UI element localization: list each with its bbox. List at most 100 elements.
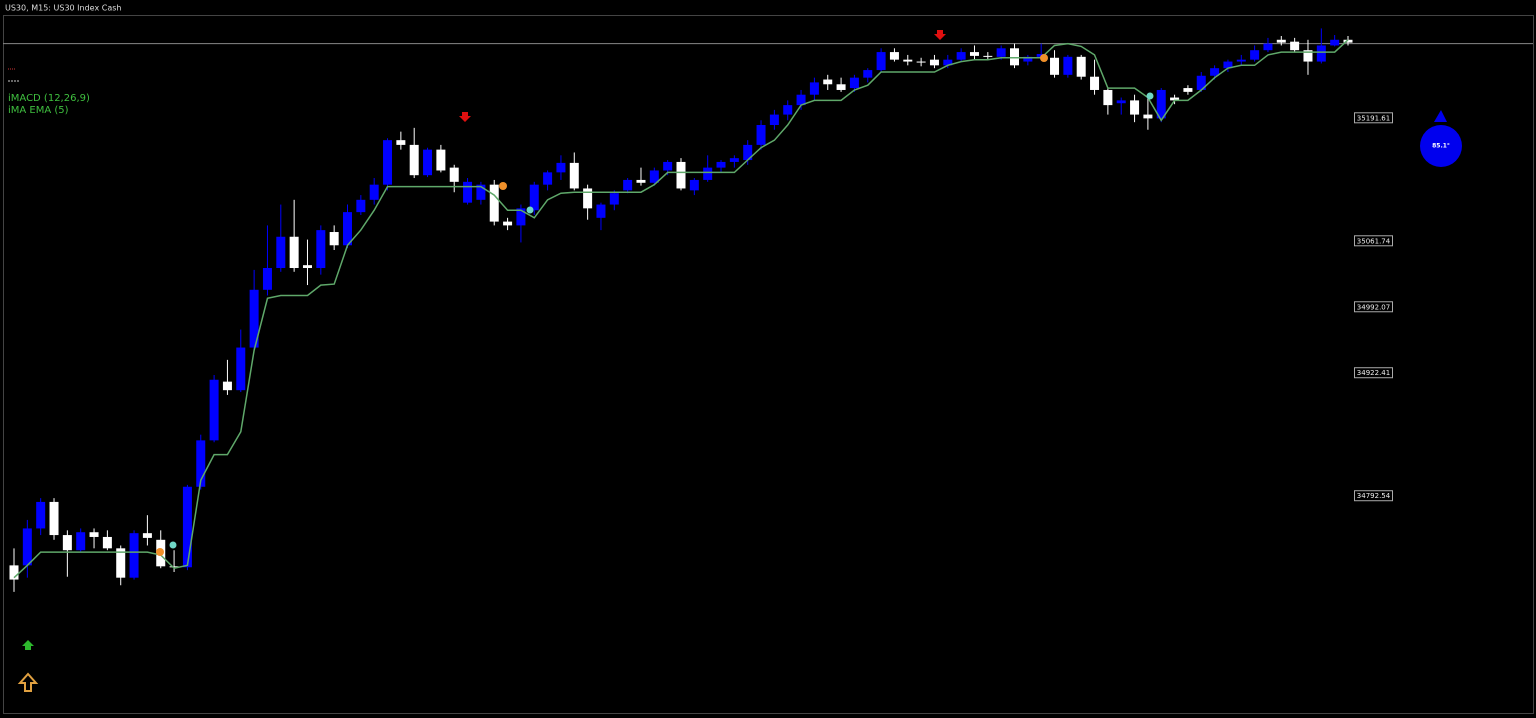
candle-body <box>1023 56 1033 62</box>
candle-body <box>1210 68 1220 76</box>
signal-arrow <box>459 30 946 122</box>
candle-body <box>809 82 819 95</box>
candle-body <box>236 347 246 391</box>
candle-body <box>302 265 312 269</box>
candle-body <box>76 532 86 551</box>
price-label: 34992.07 <box>1357 303 1390 311</box>
candle-body <box>1276 39 1286 43</box>
candle-body <box>1130 100 1140 115</box>
candle-body <box>169 566 179 568</box>
candle-body <box>409 144 419 176</box>
candle-body <box>356 199 366 213</box>
candle-body <box>449 167 459 182</box>
candle-body <box>836 84 846 90</box>
candle-body <box>182 486 192 568</box>
candle-body <box>516 208 526 226</box>
badge-pointer <box>1434 110 1447 122</box>
signal-dots <box>156 54 1154 556</box>
price-label: 34922.41 <box>1357 369 1390 377</box>
candle-body <box>89 532 99 537</box>
candle-body <box>569 162 579 189</box>
signal-arrow <box>22 640 34 650</box>
candle-body <box>129 533 139 578</box>
candle-body <box>609 193 619 205</box>
candle-body <box>1330 39 1340 46</box>
candle-body <box>196 440 206 487</box>
candle-body <box>676 161 686 189</box>
candle-body <box>36 501 46 529</box>
candle-body <box>489 184 499 222</box>
candle-body <box>503 221 513 226</box>
price-label-box <box>1354 367 1393 379</box>
candle-body <box>596 204 606 218</box>
candle-body <box>996 48 1006 57</box>
price-label-box <box>1354 235 1393 247</box>
candle-body <box>436 149 446 171</box>
candle-body <box>823 79 833 85</box>
candle-body <box>249 289 259 348</box>
signal-arrow <box>17 672 39 692</box>
candle-body <box>703 167 713 180</box>
candle-body <box>1250 50 1260 60</box>
badge-text: 85.1° <box>1432 143 1450 150</box>
price-label: 35061.74 <box>1357 237 1391 245</box>
candle-body <box>343 212 352 246</box>
price-label-box <box>1354 112 1393 124</box>
candle-body <box>1196 75 1206 90</box>
candle-body <box>916 61 926 63</box>
candle-body <box>1263 43 1273 51</box>
candle-body <box>663 161 673 171</box>
candle-body <box>689 179 699 191</box>
candle-body <box>22 528 32 566</box>
candle-body <box>796 94 806 106</box>
badge <box>1420 125 1462 167</box>
indicator-label: iMA EMA (5) <box>8 105 69 116</box>
candle-body <box>969 52 979 56</box>
candle-body <box>1343 39 1353 43</box>
candle-body <box>476 184 486 200</box>
candle-body <box>1170 97 1180 101</box>
candle-body <box>329 232 339 246</box>
candle-body <box>716 161 726 168</box>
candle-body <box>636 179 646 183</box>
candle-body <box>1050 57 1060 75</box>
candle-body <box>756 125 766 145</box>
candle-body <box>729 158 739 162</box>
price-label-box <box>1354 301 1393 313</box>
candle-body <box>903 59 913 62</box>
candle-body <box>743 144 753 161</box>
candle-body <box>62 535 72 551</box>
chart-title: US30, M15: US30 Index Cash <box>5 4 121 13</box>
candle-body <box>863 70 873 78</box>
candle-body <box>396 140 406 145</box>
plot-frame <box>3 15 1534 714</box>
price-label: 35191.61 <box>1357 114 1390 122</box>
candle-body <box>769 114 779 126</box>
candle-body <box>1116 100 1126 104</box>
candle-body <box>262 268 272 290</box>
candle-body <box>556 162 566 173</box>
candle-body <box>116 548 126 578</box>
candle-body <box>1010 48 1019 66</box>
price-label: 34792.54 <box>1357 492 1391 500</box>
candle-body <box>316 230 326 269</box>
candle-body <box>423 149 433 176</box>
candle-body <box>1236 59 1246 62</box>
plot: 35191.61 35061.74 34992.07 34922.41 34792.54 <box>3 28 1533 592</box>
candle-body <box>983 55 993 57</box>
candle-body <box>649 170 659 183</box>
candle-body <box>1076 56 1086 77</box>
candle-body <box>276 236 286 269</box>
candle-body <box>583 188 593 209</box>
candle-body <box>529 184 539 211</box>
candle-body <box>1290 41 1300 51</box>
candle-body <box>289 236 299 269</box>
candle-body <box>1063 56 1073 75</box>
candle-body <box>929 59 939 66</box>
candle-body <box>1223 61 1233 69</box>
candle-body <box>623 179 633 191</box>
candle-body <box>1143 114 1153 119</box>
candle-body <box>849 77 859 89</box>
